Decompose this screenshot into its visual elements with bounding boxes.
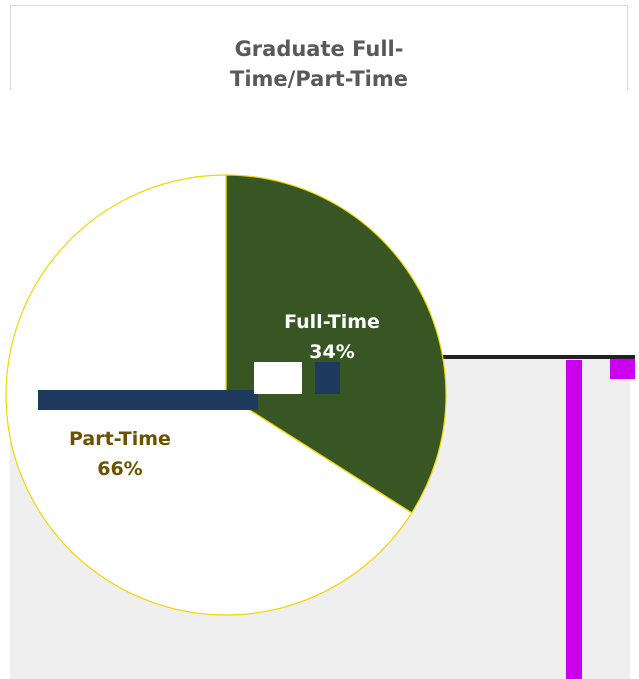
slice-label: Full-Time [284,311,380,333]
glitch-bar [610,359,635,379]
slice-label: Part-Time [69,428,171,450]
slice-value-label: 66% [97,458,142,480]
glitch-band [38,390,258,410]
pie-slice [225,174,447,514]
slice-value-label: 34% [309,341,354,363]
chart-title: Graduate Full-Time/Part-Time [230,37,408,90]
glitch-band [254,362,302,394]
title-box: Graduate Full-Time/Part-Time [10,5,628,90]
glitch-bar [566,360,582,679]
glitch-band [315,362,340,394]
